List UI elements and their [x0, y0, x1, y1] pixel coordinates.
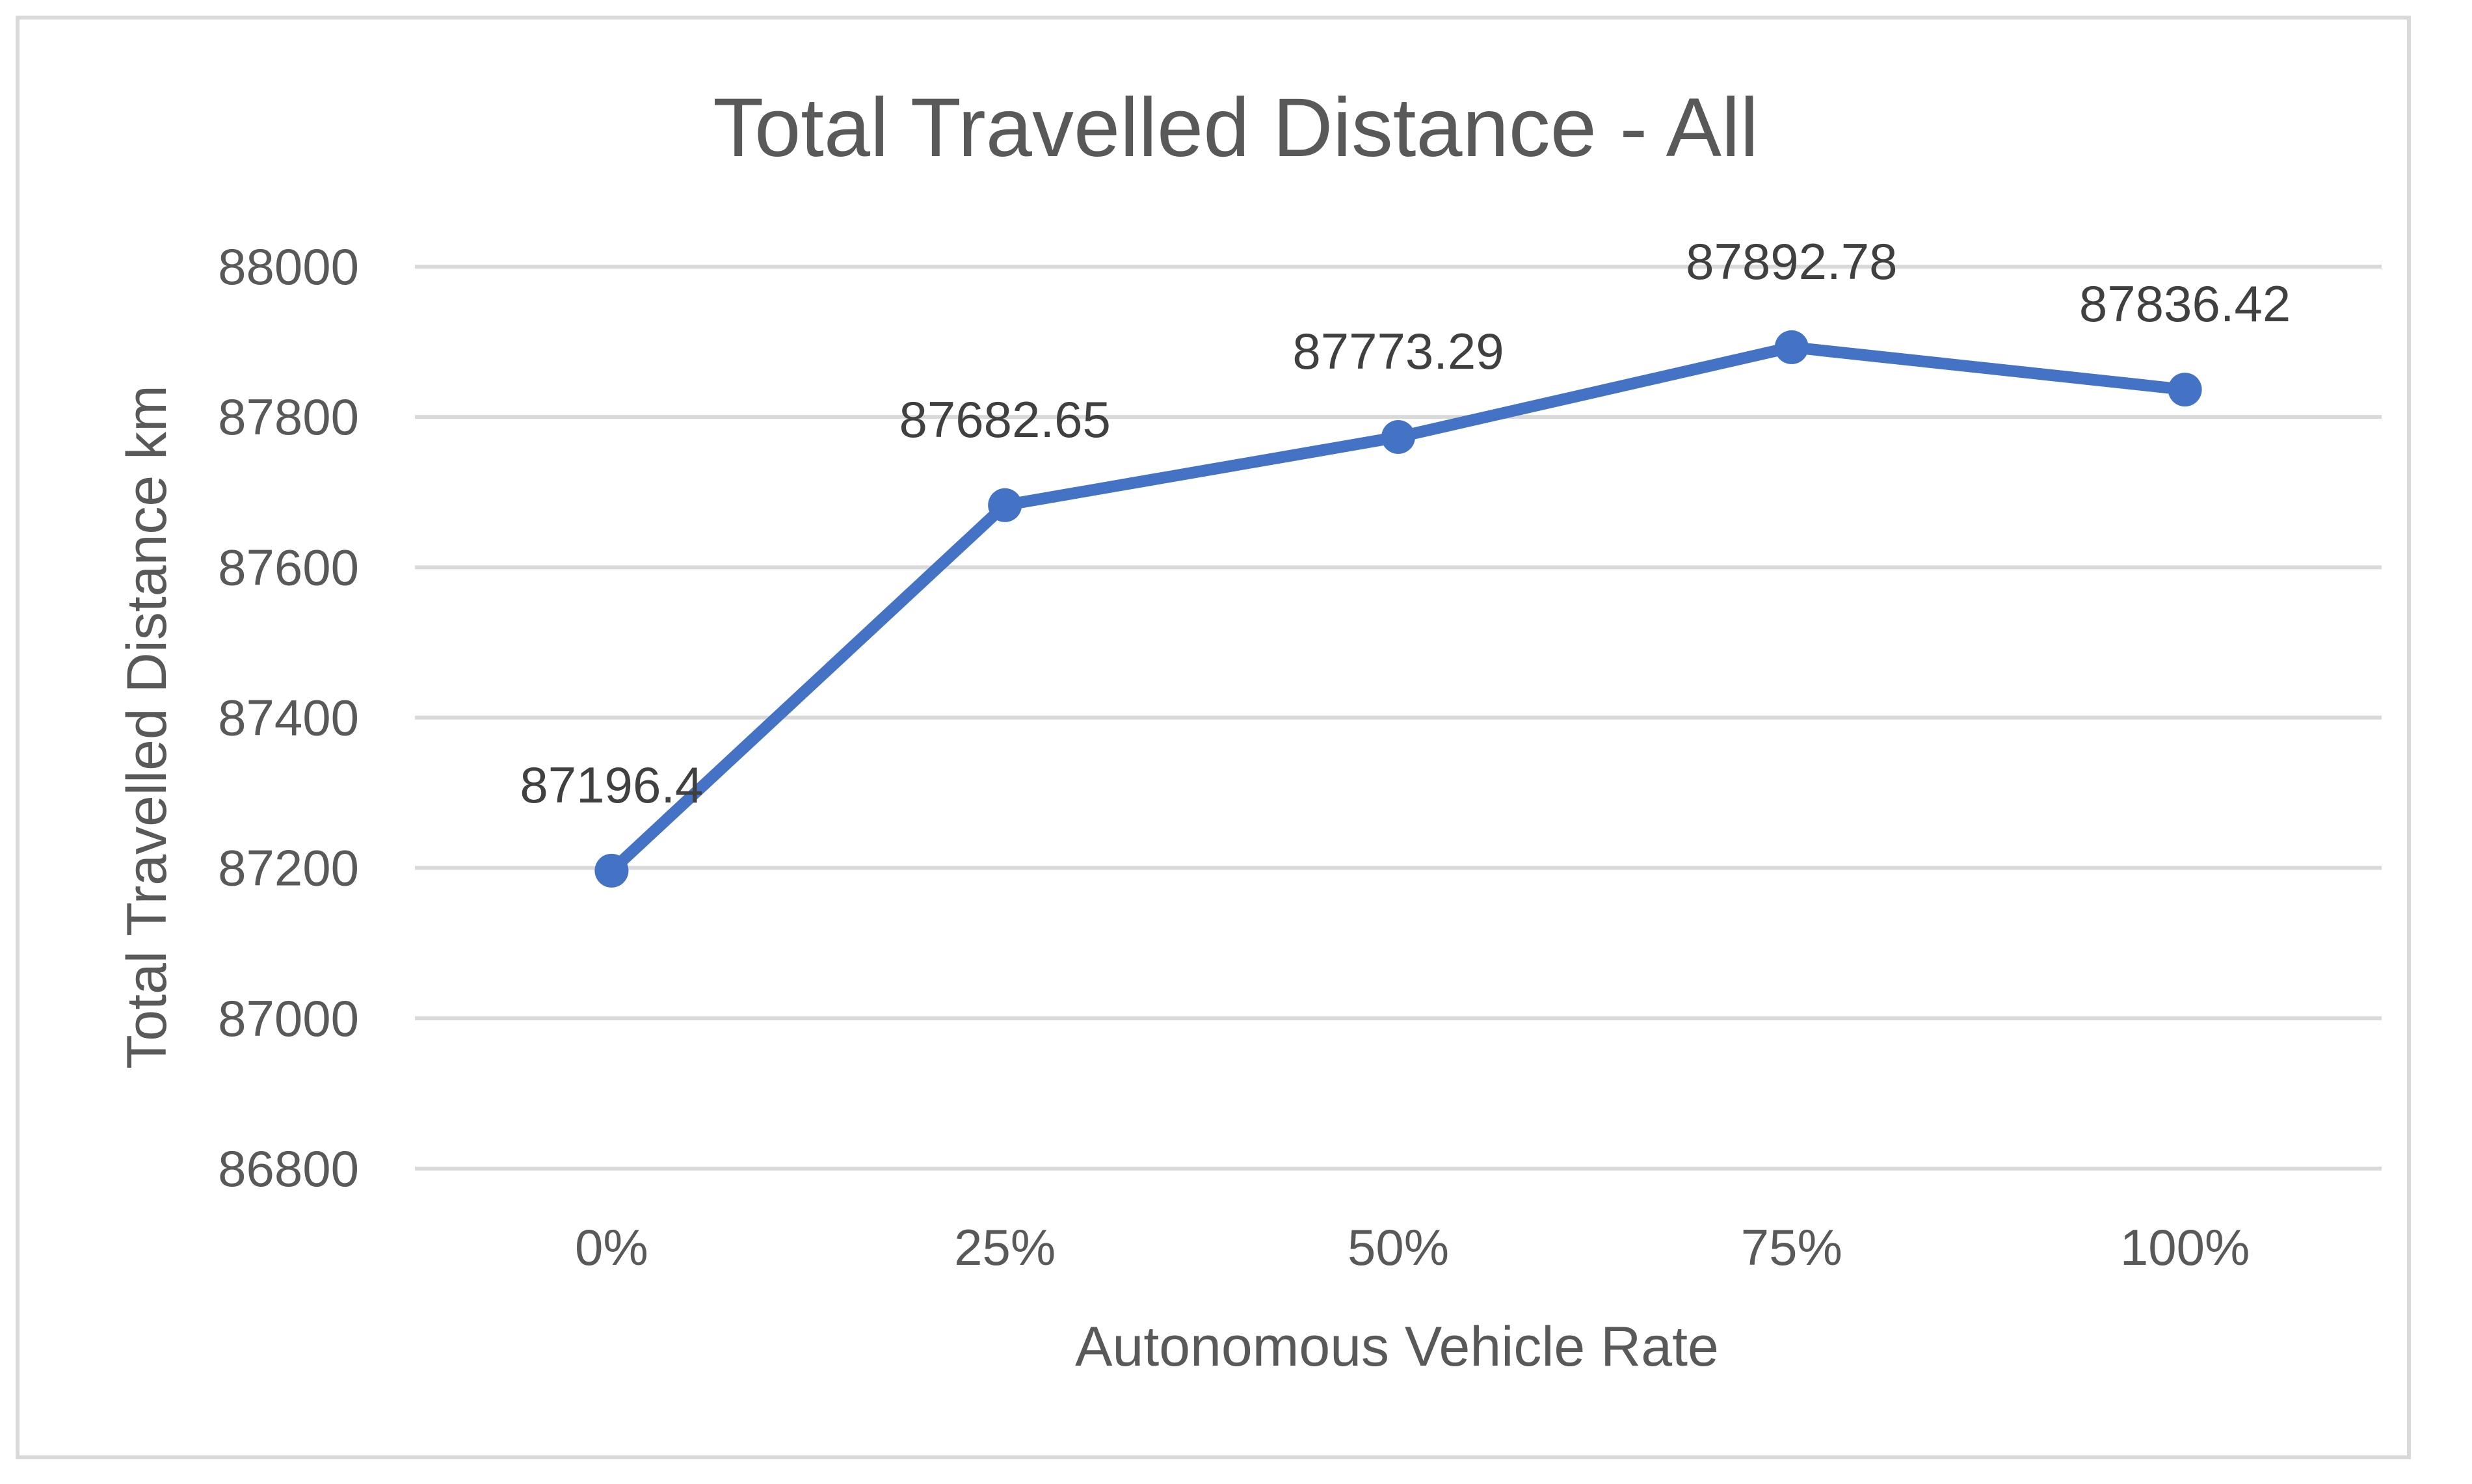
- x-tick-label: 100%: [2120, 1219, 2250, 1276]
- x-axis-title: Autonomous Vehicle Rate: [1075, 1316, 1719, 1378]
- y-tick-label: 87600: [218, 538, 359, 596]
- x-tick-label: 50%: [1348, 1219, 1449, 1276]
- data-label: 87836.42: [2079, 275, 2291, 332]
- data-point: [2168, 373, 2202, 407]
- data-label: 87892.78: [1686, 233, 1897, 290]
- y-tick-label: 88000: [218, 238, 359, 295]
- y-tick-label: 87800: [218, 388, 359, 445]
- x-tick-label: 25%: [954, 1219, 1056, 1276]
- data-label: 87773.29: [1292, 323, 1504, 380]
- y-axis-title: Total Travelled Distance km: [116, 385, 178, 1069]
- y-tick-label: 87200: [218, 840, 359, 897]
- data-point: [1381, 420, 1415, 455]
- x-tick-label: 75%: [1741, 1219, 1842, 1276]
- y-tick-label: 86800: [218, 1140, 359, 1197]
- gridlines: [415, 265, 2382, 1171]
- x-axis-ticks: 0% 25% 50% 75% 100%: [575, 1219, 2250, 1276]
- x-tick-label: 0%: [575, 1219, 648, 1276]
- data-label: 87682.65: [899, 391, 1111, 448]
- y-tick-label: 87400: [218, 689, 359, 747]
- chart-title: Total Travelled Distance - All: [713, 81, 1759, 174]
- data-labels: 87196.4 87682.65 87773.29 87892.78 87836.42: [520, 233, 2291, 814]
- chart-frame: [16, 16, 2411, 1459]
- data-point: [594, 853, 629, 888]
- y-axis-ticks: 86800 87000 87200 87400 87600 87800 88000: [218, 238, 359, 1197]
- data-point: [1774, 330, 1809, 364]
- y-tick-label: 87000: [218, 990, 359, 1047]
- data-label: 87196.4: [520, 756, 703, 814]
- data-point: [988, 488, 1022, 522]
- series-layer: [594, 330, 2202, 888]
